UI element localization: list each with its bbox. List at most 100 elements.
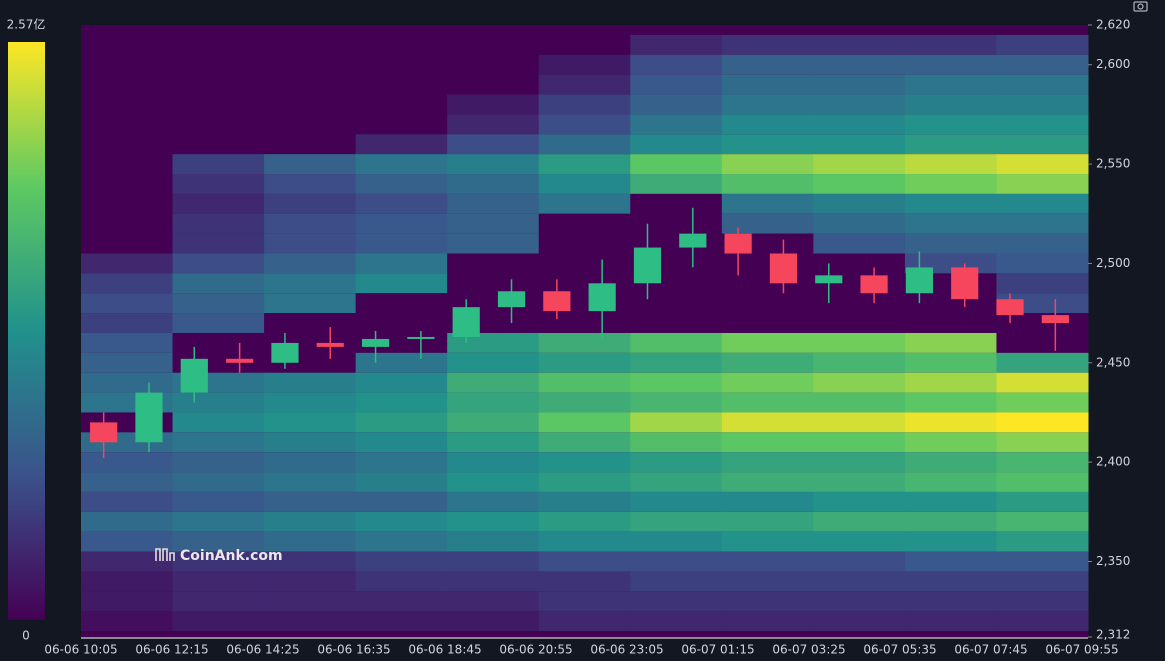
heat-cell <box>355 114 448 135</box>
heat-cell <box>355 432 448 453</box>
heat-cell <box>721 352 814 373</box>
heat-cell <box>355 193 448 214</box>
heat-cell <box>904 392 997 413</box>
heat-cell <box>172 511 265 532</box>
candle-body <box>679 233 707 248</box>
heat-cell <box>904 491 997 512</box>
heat-cell <box>81 154 174 175</box>
candle-body <box>407 336 435 339</box>
candle-body <box>905 267 933 294</box>
heat-cell <box>813 472 906 492</box>
heat-cell <box>447 154 540 175</box>
heat-cell <box>538 372 631 393</box>
heat-cell <box>81 213 174 234</box>
heat-cell <box>721 154 814 175</box>
heat-cell <box>172 472 265 492</box>
heat-cell <box>81 591 174 612</box>
heat-cell <box>904 114 997 135</box>
heat-cell <box>264 193 357 214</box>
heat-cell <box>447 392 540 413</box>
heat-cell <box>264 372 357 393</box>
heat-cell <box>721 174 814 194</box>
heat-cell <box>904 154 997 175</box>
heat-cell <box>630 114 723 135</box>
heat-cell <box>904 233 997 254</box>
heat-cell <box>447 114 540 135</box>
heat-cell <box>996 531 1089 552</box>
heat-cell <box>996 174 1089 194</box>
heat-cell <box>630 571 723 592</box>
heat-cell <box>355 372 448 393</box>
heat-cell <box>81 34 174 55</box>
heat-cell <box>355 511 448 532</box>
heat-cell <box>996 412 1089 433</box>
heat-cell <box>447 94 540 115</box>
heat-cell <box>538 432 631 453</box>
heat-cell <box>355 233 448 254</box>
heat-cell <box>447 511 540 532</box>
heat-cell <box>904 213 997 234</box>
x-tick-label: 06-06 18:45 <box>408 643 481 657</box>
heat-cell <box>172 611 265 632</box>
heat-cell <box>447 571 540 592</box>
heat-cell <box>81 233 174 254</box>
heat-cell <box>904 551 997 572</box>
heat-cell <box>904 611 997 632</box>
heat-cell <box>81 273 174 294</box>
heat-cell <box>630 432 723 453</box>
heat-cell <box>172 591 265 612</box>
heat-cell <box>264 74 357 95</box>
heat-cell <box>355 412 448 433</box>
heat-cell <box>904 94 997 115</box>
heat-cell <box>264 611 357 632</box>
heat-cell <box>538 34 631 55</box>
heat-cell <box>355 213 448 234</box>
heat-cell <box>813 452 906 473</box>
heat-cell <box>538 253 631 274</box>
heat-cell <box>355 293 448 314</box>
heat-cell <box>355 34 448 55</box>
heat-cell <box>904 174 997 194</box>
heat-cell <box>264 551 357 572</box>
heat-cell <box>447 432 540 453</box>
camera-icon[interactable] <box>1133 1 1148 12</box>
heat-cell <box>996 332 1089 353</box>
heat-cell <box>813 94 906 115</box>
colorbar <box>8 42 45 620</box>
heat-cell <box>264 392 357 413</box>
heat-cell <box>630 134 723 155</box>
heat-cell <box>721 372 814 393</box>
heat-cell <box>721 472 814 492</box>
heat-cell <box>904 352 997 373</box>
heat-cell <box>355 452 448 473</box>
heat-cell <box>538 193 631 214</box>
candle-body <box>135 392 163 443</box>
heat-cell <box>630 213 723 234</box>
heat-cell <box>813 34 906 55</box>
heat-cell <box>447 253 540 274</box>
heat-cell <box>81 253 174 274</box>
heat-cell <box>996 491 1089 512</box>
heat-cell <box>172 432 265 453</box>
heat-cell <box>630 551 723 572</box>
heat-cell <box>264 114 357 135</box>
heat-cell <box>813 174 906 194</box>
heat-cell <box>447 412 540 433</box>
heat-cell <box>630 74 723 95</box>
heat-cell <box>447 54 540 75</box>
heat-cell <box>264 472 357 492</box>
heat-cell <box>813 611 906 632</box>
heat-cell <box>996 372 1089 393</box>
heat-cell <box>721 491 814 512</box>
x-tick-label: 06-06 10:05 <box>44 643 117 657</box>
heat-cell <box>904 432 997 453</box>
heat-cell <box>81 332 174 353</box>
x-tick-label: 06-06 20:55 <box>499 643 572 657</box>
heat-cell <box>81 293 174 314</box>
heat-cell <box>813 313 906 333</box>
heat-cell <box>538 174 631 194</box>
heat-cell <box>630 174 723 194</box>
heat-cell <box>996 54 1089 75</box>
heat-cell <box>538 551 631 572</box>
